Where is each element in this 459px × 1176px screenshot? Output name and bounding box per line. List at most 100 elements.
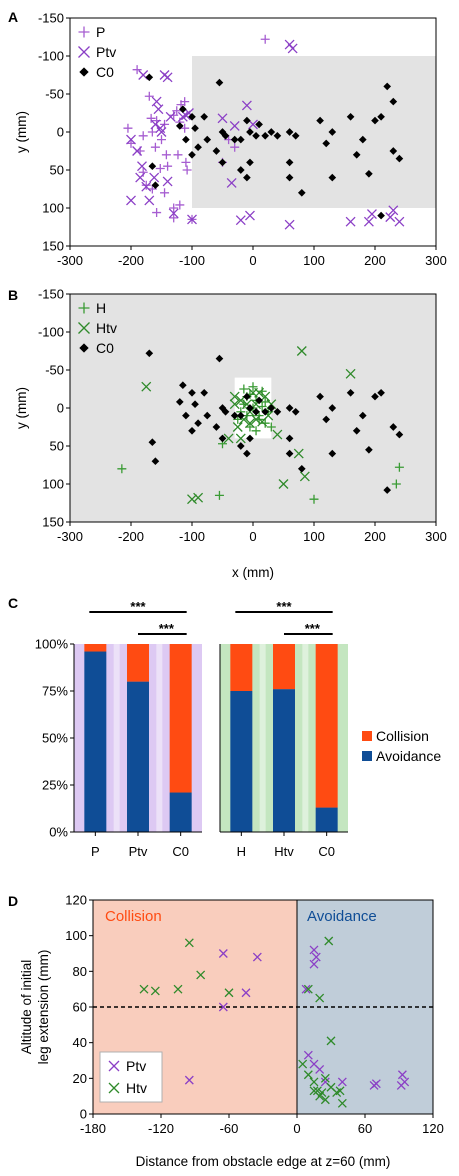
point-c0-5	[203, 135, 212, 144]
point-c0-35	[236, 442, 245, 450]
point-ptv-7	[156, 127, 167, 137]
point-c0-0	[145, 73, 154, 82]
panel-c-legend: Collision Avoidance	[362, 728, 441, 764]
x-tick-label: 200	[364, 253, 386, 268]
point-c0-35	[236, 166, 245, 174]
bar-avoidance-1-1	[273, 689, 295, 832]
point-c0-20	[255, 396, 263, 405]
point-c0-3	[191, 400, 199, 409]
x-tick-label: -200	[118, 253, 144, 268]
point-c0-33	[212, 423, 221, 431]
point-htv-14	[235, 433, 246, 444]
point-h-21	[309, 494, 319, 504]
point-c0-11	[151, 457, 160, 466]
legend-label-collision: Collision	[376, 728, 429, 744]
y-tick-label: 60	[73, 1000, 87, 1015]
point-p-11	[180, 123, 190, 133]
x-tick-label: 0	[293, 1121, 300, 1136]
point-p-12	[123, 123, 133, 133]
point-p-4	[147, 127, 157, 137]
point-p-19	[173, 150, 183, 160]
point-p-18	[161, 150, 171, 160]
point-c0-15	[230, 135, 239, 144]
point-c0-5	[203, 411, 212, 420]
point-htv-9	[326, 1036, 336, 1046]
x-tick-label: -60	[220, 1121, 239, 1136]
point-p-29	[169, 203, 179, 213]
point-c0-24	[285, 404, 294, 412]
y-tick-label: -100	[38, 325, 64, 340]
point-ptv-37	[385, 212, 396, 223]
point-ptv-9	[303, 1050, 313, 1060]
point-htv-18	[272, 429, 283, 440]
point-p-21	[182, 165, 192, 175]
significance-label: ***	[276, 599, 292, 614]
point-c0-40	[297, 464, 306, 473]
bar-avoidance-1-0	[230, 691, 253, 832]
point-c0-0	[145, 349, 154, 358]
point-h-22	[394, 462, 404, 472]
point-c0-3	[191, 124, 199, 133]
y-tick-label: 100	[42, 201, 64, 216]
point-ptv-5	[301, 984, 311, 994]
point-c0-7	[182, 135, 190, 144]
point-p-17	[157, 135, 166, 145]
x-tick-label: 60	[358, 1121, 372, 1136]
point-c0-42	[352, 150, 361, 159]
x-tick-label: C0	[172, 844, 189, 859]
point-c0-12	[215, 78, 224, 87]
point-c0-38	[285, 158, 294, 167]
point-htv-26	[223, 433, 234, 444]
point-htv-11	[303, 1070, 313, 1080]
point-ptv-4	[241, 988, 251, 998]
point-c0-27	[322, 139, 331, 148]
x-tick-label: 100	[303, 529, 325, 544]
point-c0-29	[346, 388, 355, 397]
point-ptv-20	[126, 195, 136, 206]
point-ptv-29	[244, 210, 255, 221]
x-tick-label: -180	[80, 1121, 106, 1136]
point-ptv-35	[363, 216, 374, 227]
point-c0-36	[243, 449, 251, 458]
legend-marker-ptv	[108, 1060, 120, 1072]
x-tick-label: -200	[118, 529, 144, 544]
point-p-28	[160, 188, 170, 198]
point-c0-33	[212, 147, 221, 155]
point-ptv-9	[177, 111, 188, 122]
point-c0-27	[322, 415, 331, 424]
point-htv-22	[296, 346, 307, 356]
panel-b-legend: H Htv C0	[78, 300, 117, 356]
point-c0-4	[200, 112, 209, 121]
panel-b-xlabel: x (mm)	[232, 565, 274, 580]
x-tick-label: -100	[179, 253, 205, 268]
point-c0-48	[377, 211, 385, 220]
point-htv-24	[187, 494, 197, 505]
legend-marker-c0	[79, 343, 89, 353]
point-c0-12	[215, 354, 224, 363]
bar-collision-1-0	[230, 644, 253, 691]
point-c0-13	[218, 404, 227, 412]
point-c0-25	[291, 131, 300, 140]
y-tick-label: 20	[73, 1071, 87, 1086]
point-ptv-16	[135, 172, 146, 183]
point-c0-37	[246, 158, 254, 167]
panel-c: C 0% 25% 50% 75% 100% P Ptv C0 *** *** H Htv C0 *** **…	[8, 595, 441, 859]
point-htv-1	[150, 986, 160, 996]
panel-d-legend: Ptv Htv	[99, 1051, 163, 1103]
point-c0-34	[218, 434, 227, 443]
x-tick-label: 300	[425, 253, 447, 268]
panel-c-bars: 0% 25% 50% 75% 100% P Ptv C0 *** *** H Htv C0 *** ***	[35, 599, 348, 859]
point-htv-4	[196, 970, 206, 980]
point-p-25	[163, 161, 173, 171]
point-htv-4	[254, 387, 265, 398]
bar-collision-0-1	[127, 644, 149, 682]
point-htv-21	[337, 1098, 347, 1108]
y-tick-label: 100	[42, 477, 64, 492]
point-ptv-11	[315, 1064, 325, 1074]
legend-label-c0: C0	[96, 64, 114, 80]
legend-swatch-avoidance	[362, 751, 372, 761]
x-tick-label: -300	[57, 529, 83, 544]
x-tick-label: C0	[318, 844, 335, 859]
point-c0-2	[188, 388, 196, 397]
